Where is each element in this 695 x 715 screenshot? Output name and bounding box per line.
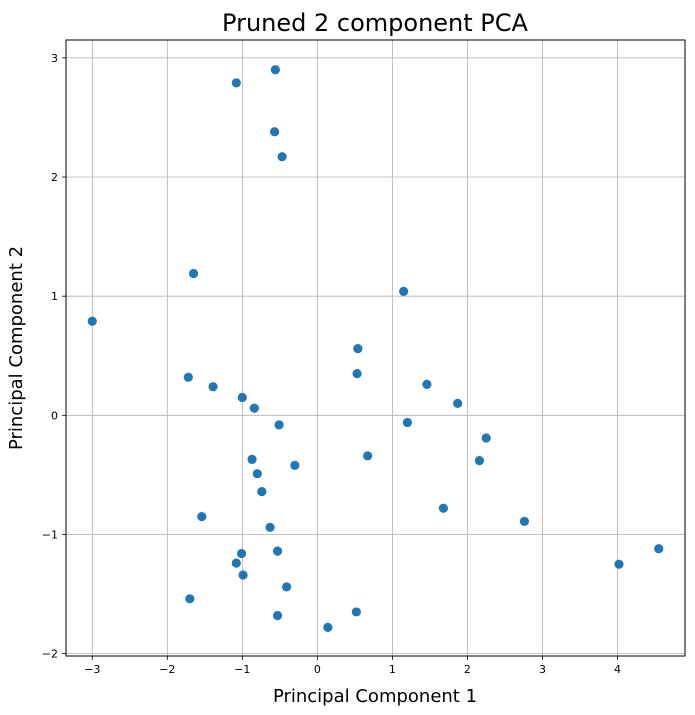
y-tick-label: −2 <box>42 648 58 661</box>
scatter-point <box>231 558 241 568</box>
scatter-point <box>269 127 280 137</box>
scatter-point <box>265 522 275 532</box>
scatter-point <box>519 516 530 526</box>
scatter-point <box>281 582 292 592</box>
x-tick-label: −3 <box>84 663 100 676</box>
scatter-point <box>438 503 449 513</box>
scatter-point <box>270 65 280 75</box>
scatter-point <box>237 392 247 403</box>
data-points <box>87 65 664 633</box>
scatter-point <box>399 286 409 297</box>
scatter-point <box>474 455 485 466</box>
scatter-point <box>402 417 412 428</box>
scatter-point <box>188 268 199 279</box>
scatter-point <box>453 398 463 409</box>
scatter-point <box>236 548 247 559</box>
x-tick-label: −2 <box>159 663 175 676</box>
scatter-point <box>352 369 362 379</box>
scatter-point <box>208 382 218 392</box>
scatter-point <box>272 610 283 621</box>
scatter-point <box>238 570 248 580</box>
scatter-point <box>277 152 287 162</box>
scatter-point <box>654 544 664 554</box>
scatter-point <box>351 607 361 617</box>
scatter-point <box>183 372 193 382</box>
scatter-point <box>257 486 267 497</box>
scatter-point <box>422 379 432 389</box>
scatter-point <box>323 622 333 633</box>
scatter-point <box>247 454 257 465</box>
grid <box>66 40 685 656</box>
scatter-point <box>290 460 300 470</box>
y-tick-label: 0 <box>51 409 58 422</box>
x-tick-label: 3 <box>539 663 546 676</box>
scatter-point <box>87 316 97 326</box>
scatter-point <box>197 511 207 522</box>
x-tick-label: 2 <box>464 663 471 676</box>
axis-ticks: −3 −2 −1 0 1 2 3 4 −2 −1 0 1 2 3 <box>42 52 621 676</box>
scatter-point <box>274 420 284 430</box>
scatter-point <box>353 343 363 354</box>
scatter-point <box>481 433 491 443</box>
y-tick-label: 2 <box>51 171 58 184</box>
scatter-point <box>231 78 241 88</box>
x-tick-label: 4 <box>614 663 621 676</box>
chart-title: Pruned 2 component PCA <box>222 9 529 37</box>
scatter-point <box>614 559 624 569</box>
scatter-point <box>249 403 259 413</box>
y-tick-label: 3 <box>51 52 58 65</box>
x-axis-label: Principal Component 1 <box>273 686 477 707</box>
y-tick-label: −1 <box>42 528 58 541</box>
scatter-point <box>363 451 373 461</box>
x-tick-label: 0 <box>314 663 321 676</box>
scatter-point <box>252 469 262 479</box>
y-tick-label: 1 <box>51 290 58 303</box>
scatter-point <box>185 594 195 604</box>
y-axis-label: Principal Component 2 <box>6 246 27 450</box>
plot-area-frame <box>65 39 686 657</box>
x-tick-label: 1 <box>389 663 396 676</box>
scatter-point <box>272 546 283 556</box>
x-tick-label: −1 <box>234 663 250 676</box>
